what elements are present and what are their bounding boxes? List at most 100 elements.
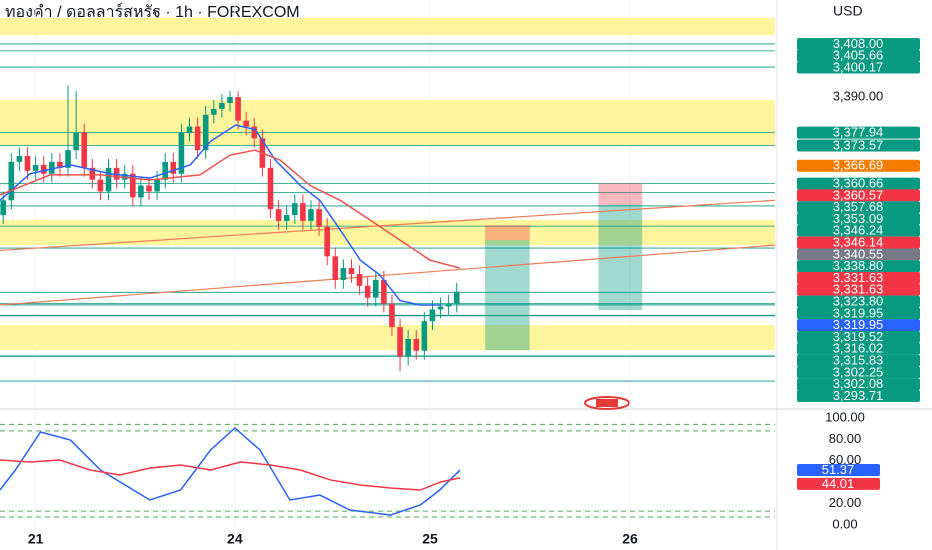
candle-body [340,268,347,280]
candle-body [445,303,452,307]
flag-icon [584,396,630,410]
candle-body [291,203,298,216]
price-tag-label: 3,408.00 [833,36,884,51]
price-tag-label: 3,323.80 [833,294,884,309]
price-tag [797,248,920,261]
candle-body [235,97,241,121]
price-tag [797,61,920,74]
position-stop [598,183,643,206]
y-tick-label: 3,390.00 [833,88,884,103]
price-tag [797,177,920,190]
candle-body [389,303,395,328]
oscillator-line [0,459,461,491]
y-tick-label: 60.00 [829,452,862,467]
trend-line [0,244,776,306]
price-tag-label: 3,302.25 [833,364,884,379]
candle-body [227,97,233,103]
y-tick-label: 0.00 [832,516,857,531]
candle-body [194,126,201,151]
price-tag [797,319,920,332]
price-tag [797,224,920,237]
candle-body [413,338,420,351]
price-tag [797,37,920,50]
price-tag-label: 3,338.80 [833,258,884,273]
candle-body [8,161,15,201]
candle-body [81,132,88,168]
price-tag [797,295,920,308]
price-tag [797,49,920,62]
x-tick-label: 26 [622,531,638,547]
candle-body [437,306,444,310]
candle-body [105,167,112,192]
y-tick-label: 80.00 [829,431,862,446]
zone [0,325,775,351]
candle-body [372,279,379,298]
chart-title: ทองคำ / ดอลลาร์สหรัฐ · 1h · FOREXCOM [5,2,300,21]
value-tag [797,464,880,477]
zone [0,17,775,36]
candle-body [219,102,225,109]
price-tag-label: 3,319.95 [833,317,884,332]
candle-body [40,164,47,174]
candle-body [421,321,428,351]
price-tag-label: 3,293.71 [833,388,884,403]
y-tick-label: 20.00 [829,495,862,510]
currency: USD [833,3,863,19]
candle-body [24,156,31,171]
price-tag-label: 3,377.94 [833,125,884,140]
price-tag-label: 3,405.66 [833,48,884,63]
candle-body [397,327,403,357]
price-tag [797,139,920,152]
price-tag-label: 3,302.08 [833,376,884,391]
price-tag-label: 3,353.09 [833,211,884,226]
price-tag [797,389,920,402]
position-stop [485,225,530,241]
candle-body [97,179,104,192]
candle-body [89,167,96,180]
x-tick-label: 24 [227,531,243,547]
moving-average [0,124,441,306]
candle-body [332,256,339,280]
price-tag-label: 3,319.95 [833,305,884,320]
price-tag-label: 3,366.69 [833,158,884,173]
candle-body [0,200,7,216]
candle-body [162,161,169,180]
price-tag [797,354,920,367]
price-tag-label: 3,331.63 [833,270,884,285]
price-tag [797,236,920,249]
price-tag [797,159,920,172]
moving-average [0,149,461,269]
price-tag [797,201,920,214]
candle-body [202,114,209,151]
price-tag [797,271,920,284]
x-tick-label: 21 [28,531,44,547]
price-tag-label: 3,400.17 [833,59,884,74]
candle-body [356,274,363,286]
zone [0,99,775,146]
candle-body [73,132,79,151]
candle-body [146,185,152,192]
value-tag [797,477,880,490]
candle-body [32,164,39,171]
candle-body [154,179,160,192]
candle-body [453,291,460,304]
price-tag [797,260,920,273]
price-tag [797,189,920,202]
candle-body [178,132,185,174]
value-tag-label: 51.37 [822,462,855,477]
candle-body [16,156,23,162]
price-tag-label: 3,319.52 [833,329,884,344]
candle-body [324,226,330,257]
price-tag [797,366,920,379]
y-tick-label: 100.00 [825,409,865,424]
value-tag-label: 44.01 [822,476,855,491]
price-tag-label: 3,373.57 [833,137,884,152]
candle-body [251,126,258,139]
position-target [485,240,530,351]
price-tag-label: 3,315.83 [833,353,884,368]
candle-body [243,120,249,127]
price-tag [797,342,920,355]
candle-body [170,161,177,174]
